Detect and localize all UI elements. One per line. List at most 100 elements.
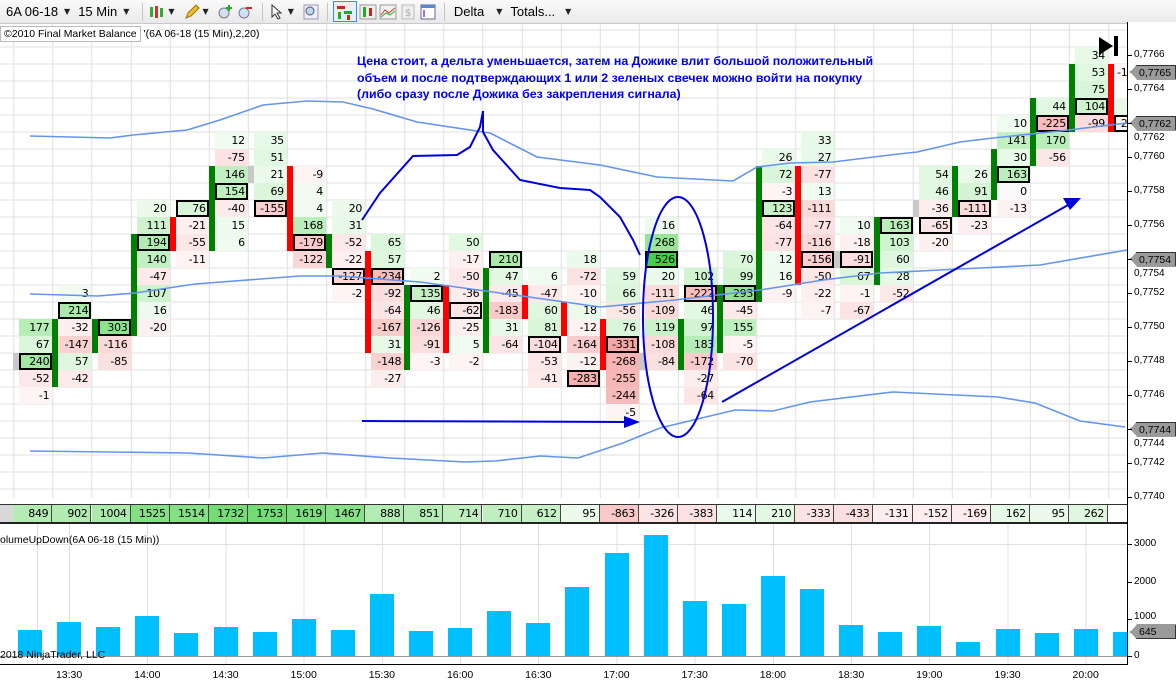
footprint-cell: -126 bbox=[410, 318, 444, 336]
footprint-cell: -41 bbox=[527, 369, 561, 387]
footprint-cell: -111 bbox=[801, 199, 835, 217]
price-tick bbox=[1128, 327, 1132, 328]
footprint-cell: -12 bbox=[566, 352, 600, 370]
footprint-cell: 3 bbox=[58, 284, 92, 302]
footprint-cell: 20 bbox=[332, 199, 366, 217]
footprint-cell: 75 bbox=[1075, 80, 1108, 98]
volume-bar bbox=[604, 552, 629, 656]
footprint-cell: 210 bbox=[488, 250, 522, 268]
footprint-cell: 20 bbox=[644, 267, 678, 285]
candle-body bbox=[365, 250, 372, 353]
zoom-in-icon[interactable] bbox=[217, 3, 235, 21]
delta-total-cell: 1467 bbox=[326, 505, 366, 522]
zoom-out-icon[interactable] bbox=[237, 3, 255, 21]
footprint-cell: -155 bbox=[253, 199, 287, 217]
footprint-cell: -12 bbox=[566, 318, 600, 336]
footprint-cell: 50 bbox=[449, 233, 483, 251]
footprint-cell: -64 bbox=[371, 301, 405, 319]
footprint-cell: 293 bbox=[723, 284, 757, 302]
footprint-cell: 69 bbox=[253, 182, 287, 200]
delta-total-cell: -152 bbox=[912, 505, 952, 522]
magnifier-icon[interactable] bbox=[302, 3, 320, 21]
delta-total-cell: 849 bbox=[13, 505, 53, 522]
cursor-icon[interactable] bbox=[268, 3, 286, 21]
price-tick bbox=[1128, 497, 1132, 498]
chevron-down-icon[interactable]: ▼ bbox=[202, 7, 209, 16]
footprint-cell: 97 bbox=[684, 318, 717, 336]
price-label: 0,7750 bbox=[1134, 321, 1165, 332]
delta-total-cell: 851 bbox=[404, 505, 444, 522]
footprint-cell: -91 bbox=[410, 335, 444, 353]
volume-bar bbox=[174, 632, 199, 656]
footprint-cell: 154 bbox=[214, 182, 248, 200]
price-panel[interactable]: 177 67 240 -52 -1 3 214 -32 -147 57 -42 303 -116 -85 2… bbox=[0, 24, 1127, 498]
footprint-cell: -17 bbox=[449, 250, 483, 268]
volume-bar bbox=[995, 628, 1020, 656]
chevron-down-icon[interactable]: ▼ bbox=[287, 7, 294, 16]
footprint-cell: 2 bbox=[410, 267, 444, 285]
candle-body bbox=[1069, 63, 1075, 132]
footprint-cell: 31 bbox=[371, 335, 405, 353]
pencil-icon[interactable] bbox=[183, 3, 201, 21]
footprint-cell: 65 bbox=[371, 233, 405, 251]
properties-icon[interactable] bbox=[419, 3, 437, 21]
copyright-text: 2018 NinjaTrader, LLC bbox=[0, 649, 106, 661]
chevron-down-icon[interactable]: ▼ bbox=[123, 7, 130, 16]
delta-total-cell: 162 bbox=[990, 505, 1030, 522]
footprint-cell: 66 bbox=[605, 284, 639, 302]
candlestick-icon[interactable] bbox=[148, 3, 166, 21]
candle-body bbox=[912, 199, 919, 217]
footprint-cell: -50 bbox=[801, 267, 835, 285]
interval-selector[interactable]: 15 Min bbox=[78, 4, 118, 19]
price-label: 0,7756 bbox=[1134, 219, 1165, 230]
volume-bar bbox=[1073, 628, 1098, 656]
footprint-cell: 183 bbox=[684, 335, 717, 353]
time-label: 19:00 bbox=[916, 669, 943, 681]
toolbar-separator bbox=[443, 2, 445, 21]
price-label: 0,7740 bbox=[1134, 491, 1165, 502]
footprint-cell: -22 bbox=[801, 284, 835, 302]
footprint-cell: 60 bbox=[527, 301, 561, 319]
chevron-down-icon[interactable]: ▼ bbox=[168, 7, 175, 16]
bar-style-icon[interactable] bbox=[359, 3, 377, 21]
delta-total-cell: 95 bbox=[1029, 505, 1069, 522]
candle-body bbox=[638, 352, 645, 370]
chevron-down-icon[interactable]: ▼ bbox=[496, 7, 503, 16]
volume-bar bbox=[448, 628, 473, 656]
footprint-cell: -85 bbox=[97, 352, 131, 370]
totals-menu[interactable]: Totals... bbox=[510, 4, 556, 19]
footprint-cell: -283 bbox=[566, 369, 600, 387]
scroll-to-end-icon[interactable] bbox=[1098, 35, 1120, 57]
volume-panel[interactable]: olumeUpDown(6A 06-18 (15 Min)) 2018 Ninj… bbox=[0, 524, 1127, 665]
footprint-style-icon[interactable] bbox=[332, 1, 357, 22]
footprint-cell: -244 bbox=[605, 386, 639, 404]
footprint-cell: 60 bbox=[879, 250, 913, 268]
line-chart-icon[interactable] bbox=[379, 3, 397, 21]
volume-indicator-title: olumeUpDown(6A 06-18 (15 Min)) bbox=[0, 534, 160, 546]
dollar-icon[interactable]: $ bbox=[399, 3, 417, 21]
volume-bar bbox=[878, 631, 903, 656]
price-label: 0,7758 bbox=[1134, 185, 1165, 196]
annotation-line: (либо сразу после Дожика без закрепления… bbox=[357, 87, 681, 102]
footprint-cell: 163 bbox=[996, 165, 1030, 183]
indicator-name: ©2010 Final Market Balance bbox=[0, 26, 141, 42]
price-marker-tag: 0,7754 bbox=[1130, 251, 1176, 267]
footprint-cell: -36 bbox=[449, 284, 483, 302]
candle-body bbox=[795, 165, 802, 285]
annotation-line: объем и после подтверждающих 1 или 2 зел… bbox=[357, 70, 863, 85]
chart-toolbar: 6A 06-18 ▼ 15 Min ▼ ▼ ▼ ▼ $ Delta ▼ Tota… bbox=[0, 0, 1176, 24]
footprint-cell: -108 bbox=[644, 335, 678, 353]
chevron-down-icon[interactable]: ▼ bbox=[565, 7, 572, 16]
footprint-cell: 214 bbox=[58, 301, 92, 319]
chevron-down-icon[interactable]: ▼ bbox=[64, 7, 71, 16]
footprint-cell: 194 bbox=[136, 233, 170, 251]
volume-bar bbox=[18, 629, 42, 656]
instrument-selector[interactable]: 6A 06-18 bbox=[6, 4, 59, 19]
footprint-cell: 67 bbox=[840, 267, 874, 285]
volume-bar bbox=[291, 619, 316, 656]
volume-bar bbox=[565, 587, 590, 656]
delta-menu[interactable]: Delta bbox=[453, 4, 485, 19]
price-axis[interactable]: 0,7765 0,7762 0,7754 0,7744 645 0,7766 0,7764 0… bbox=[1127, 22, 1176, 665]
footprint-cell: 5 bbox=[449, 335, 483, 353]
footprint-cell: -9 bbox=[293, 165, 326, 183]
